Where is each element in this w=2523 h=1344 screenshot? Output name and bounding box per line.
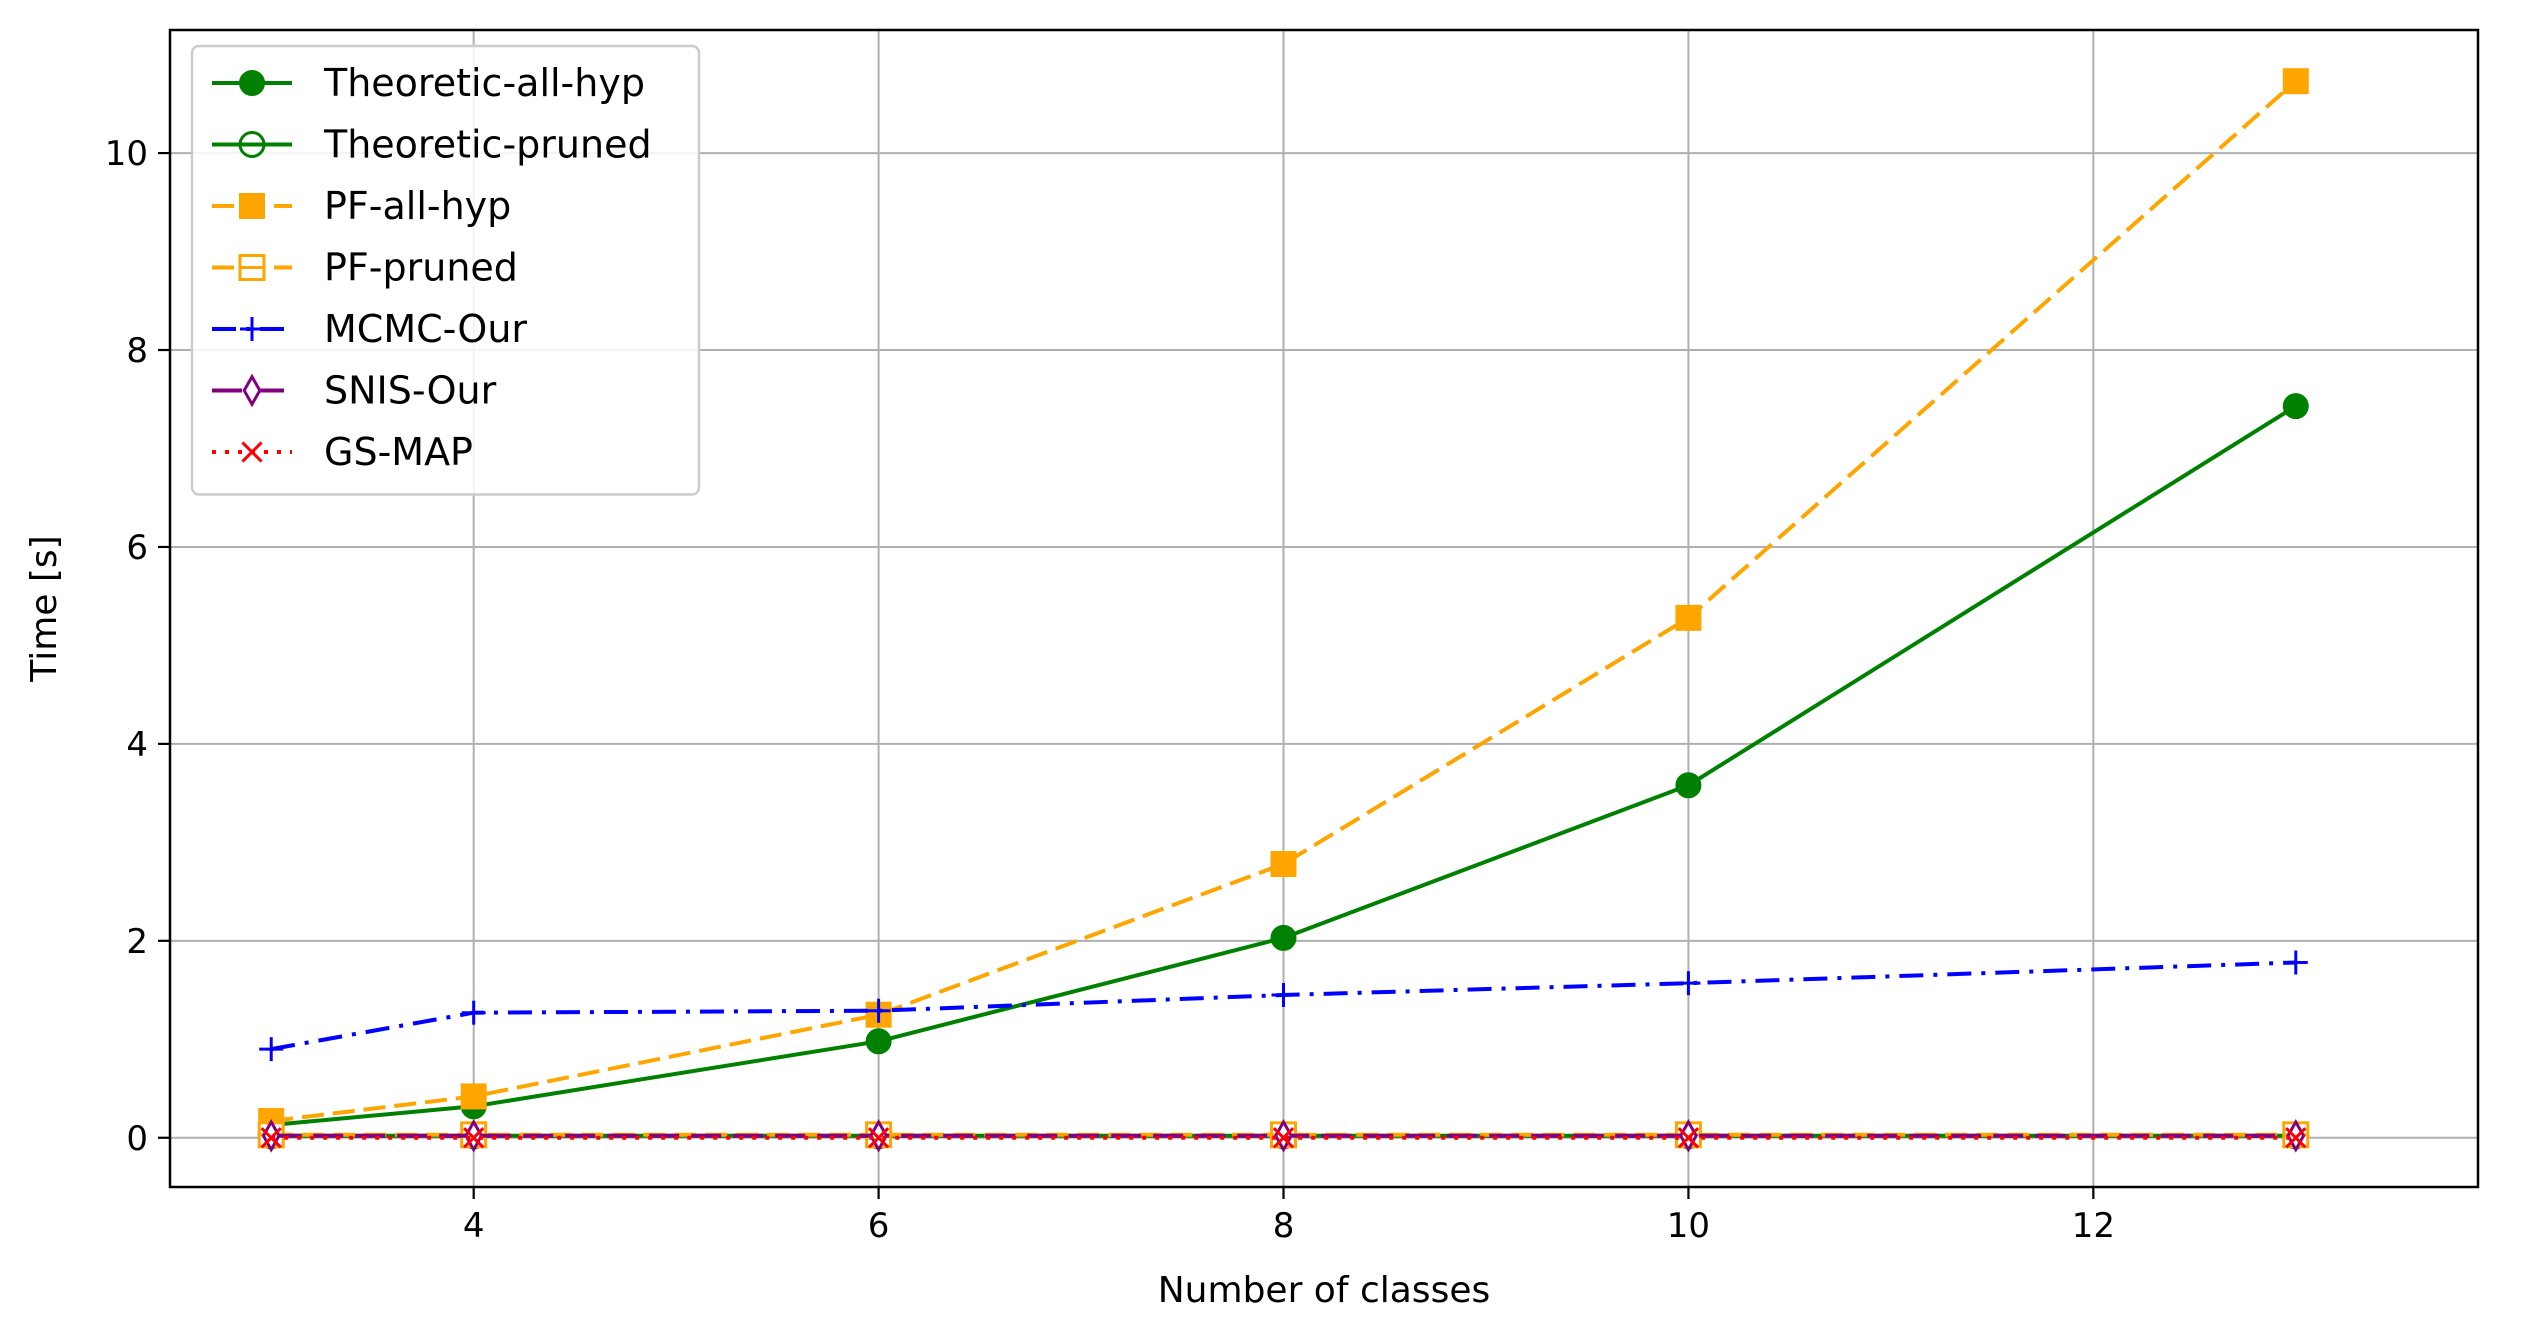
plot-frame bbox=[168, 28, 2480, 1189]
data-point-pf-all-hyp bbox=[1675, 604, 1702, 631]
data-point-gs-map bbox=[1272, 1127, 1295, 1149]
data-point-theoretic-all-hyp bbox=[1675, 772, 1702, 799]
data-point-pf-all-hyp bbox=[2282, 68, 2309, 95]
legend-item-snis-our: SNIS-Our bbox=[212, 369, 497, 413]
series-line-mcmc-our bbox=[270, 960, 2296, 1052]
x-tick-label: 8 bbox=[1273, 1206, 1295, 1246]
y-tick-label: 4 bbox=[126, 725, 148, 765]
data-point-mcmc-our bbox=[259, 1037, 284, 1062]
x-tick-label: 10 bbox=[1667, 1206, 1710, 1246]
y-tick-label: 2 bbox=[126, 922, 148, 962]
series-line-theoretic-all-hyp bbox=[271, 404, 2297, 1127]
data-point-gs-map bbox=[1677, 1127, 1700, 1149]
legend-marker bbox=[238, 131, 266, 158]
data-point-mcmc-our bbox=[866, 998, 891, 1023]
data-point-theoretic-all-hyp bbox=[2282, 393, 2309, 420]
legend-item-theoretic-all-hyp: Theoretic-all-hyp bbox=[212, 61, 645, 105]
legend: Theoretic-all-hyp Theoretic-pruned PF-all-… bbox=[190, 44, 701, 496]
data-point-gs-map bbox=[463, 1127, 485, 1149]
y-axis-label: Time [s] bbox=[24, 535, 65, 682]
legend-label: PF-pruned bbox=[324, 246, 518, 290]
axis-ticks: 4 6 8 10 12 0 2 4 6 8 10 bbox=[105, 134, 2115, 1246]
data-point-theoretic-all-hyp bbox=[1270, 924, 1297, 951]
data-point-mcmc-our bbox=[1271, 982, 1296, 1007]
legend-marker bbox=[240, 317, 264, 341]
series-mcmc-our bbox=[259, 950, 2308, 1062]
data-point-mcmc-our bbox=[2283, 950, 2308, 975]
y-tick-label: 0 bbox=[126, 1119, 148, 1159]
data-point-theoretic-all-hyp bbox=[865, 1028, 892, 1055]
legend-item-mcmc-our: MCMC-Our bbox=[212, 307, 527, 351]
data-point-gs-map bbox=[2285, 1127, 2307, 1149]
legend-box bbox=[190, 44, 701, 496]
data-point-gs-map bbox=[260, 1127, 282, 1149]
legend-label: GS-MAP bbox=[324, 430, 473, 474]
x-tick-label: 6 bbox=[868, 1206, 890, 1246]
x-axis-label: Number of classes bbox=[1158, 1270, 1490, 1311]
y-tick-label: 10 bbox=[105, 134, 148, 174]
series-line-pf-all-hyp bbox=[270, 79, 2298, 1123]
series-gs-map bbox=[260, 1127, 2307, 1149]
series-layer bbox=[257, 68, 2310, 1153]
data-point-pf-all-hyp bbox=[460, 1083, 487, 1110]
legend-marker bbox=[242, 373, 262, 408]
legend-marker bbox=[241, 441, 263, 463]
legend-label: SNIS-Our bbox=[324, 369, 497, 413]
legend-marker bbox=[238, 254, 266, 281]
legend-label: Theoretic-pruned bbox=[323, 123, 652, 167]
legend-label: MCMC-Our bbox=[324, 307, 527, 351]
x-tick-label: 12 bbox=[2072, 1206, 2115, 1246]
data-point-mcmc-our bbox=[1676, 971, 1701, 996]
y-tick-label: 8 bbox=[126, 331, 148, 371]
legend-item-pf-all-hyp: PF-all-hyp bbox=[212, 184, 511, 228]
data-point-mcmc-our bbox=[461, 1000, 486, 1025]
legend-item-gs-map: GS-MAP bbox=[212, 430, 473, 474]
legend-label: Theoretic-all-hyp bbox=[323, 61, 645, 105]
y-tick-label: 6 bbox=[126, 528, 148, 568]
legend-marker bbox=[239, 70, 265, 96]
legend-marker bbox=[239, 193, 265, 219]
legend-item-pf-pruned: PF-pruned bbox=[212, 246, 518, 290]
legend-item-theoretic-pruned: Theoretic-pruned bbox=[212, 123, 652, 167]
legend-label: PF-all-hyp bbox=[324, 184, 511, 228]
x-tick-label: 4 bbox=[463, 1206, 485, 1246]
data-point-gs-map bbox=[867, 1127, 890, 1149]
data-point-pf-all-hyp bbox=[1270, 851, 1297, 878]
